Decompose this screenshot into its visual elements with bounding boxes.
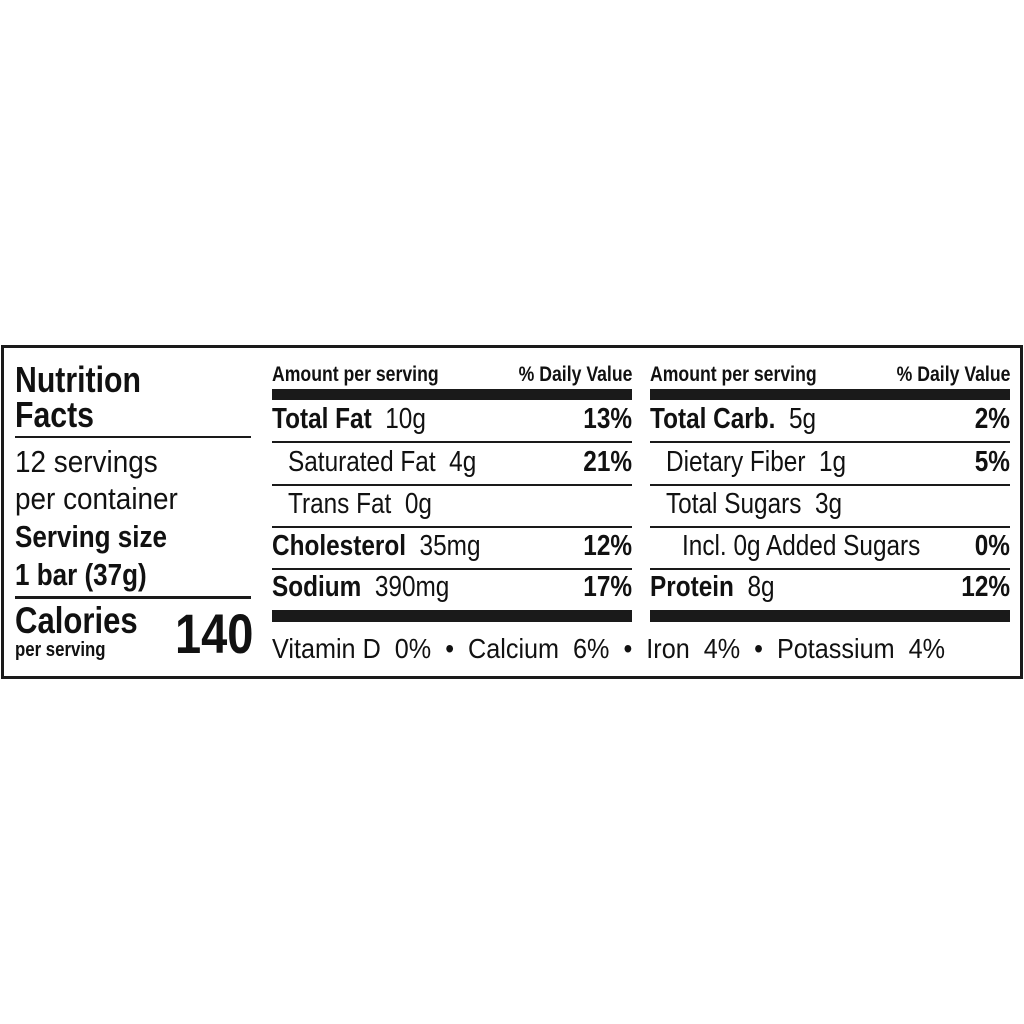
nutrient-amount: 35mg [419,530,481,562]
calories-value: 140 [174,602,253,665]
thick-divider [272,610,632,622]
nutrient-row: Sodium 390mg [272,573,449,602]
nutrient-daily-value: 17% [583,571,632,603]
nutrient-name: Protein [650,571,734,603]
nutrient-name: Saturated Fat [288,446,436,478]
row-divider [650,526,1010,528]
nutrient-row: Total Carb. 5g [650,405,816,434]
row-divider [272,484,632,486]
nutrient-name: Total Sugars [666,488,802,520]
nutrient-name: Incl. 0g Added Sugars [682,530,921,562]
nutrient-name: Trans Fat [288,488,392,520]
nutrient-amount: 8g [747,571,775,603]
row-divider [650,441,1010,443]
row-divider [272,568,632,570]
nutrient-daily-value: 2% [974,403,1010,435]
nutrient-row: Protein 8g [650,573,775,602]
thick-divider [272,389,632,400]
nutrient-amount: 5g [788,403,817,435]
nutrient-daily-value: 13% [583,403,632,435]
thick-divider [650,610,1010,622]
title-nutrition: Nutrition [15,359,141,400]
nutrient-row: Saturated Fat 4g [288,448,476,477]
nutrient-row: Incl. 0g Added Sugars [682,532,934,561]
nutrient-amount: 3g [814,488,843,520]
divider [15,436,251,438]
row-divider [650,568,1010,570]
servings-per-container-2: per container [15,481,178,516]
daily-value-header: % Daily Value [896,363,1010,386]
row-divider [650,484,1010,486]
serving-size-label: Serving size [15,519,167,554]
nutrition-facts-label: Nutrition Facts 12 servings per containe… [1,345,1023,679]
nutrient-amount: 4g [449,446,477,478]
nutrient-row: Dietary Fiber 1g [666,448,846,477]
nutrient-name: Total Carb. [650,403,776,435]
serving-size-value: 1 bar (37g) [15,557,147,592]
amount-per-serving-header: Amount per serving [272,363,439,386]
nutrient-amount: 1g [818,446,847,478]
nutrient-row: Cholesterol 35mg [272,532,480,561]
thick-divider [650,389,1010,400]
nutrient-name: Sodium [272,571,362,603]
calories-sub: per serving [15,639,106,661]
daily-value-header: % Daily Value [518,363,632,386]
divider [15,596,251,599]
row-divider [272,526,632,528]
nutrient-row: Total Fat 10g [272,405,426,434]
row-divider [272,441,632,443]
nutrient-name: Cholesterol [272,530,407,562]
nutrient-name: Dietary Fiber [666,446,806,478]
calories-label: Calories [15,600,138,641]
nutrient-name: Total Fat [272,403,372,435]
nutrient-amount: 10g [385,403,426,435]
nutrient-daily-value: 0% [974,530,1010,562]
servings-per-container: 12 servings [15,444,158,479]
nutrient-row: Total Sugars 3g [666,490,842,519]
nutrient-daily-value: 12% [961,571,1010,603]
micronutrients: Vitamin D 0% • Calcium 6% • Iron 4% • Po… [272,633,946,664]
nutrient-amount: 0g [404,488,432,520]
amount-per-serving-header: Amount per serving [650,363,817,386]
nutrient-daily-value: 5% [974,446,1010,478]
nutrient-row: Trans Fat 0g [288,490,432,519]
title-facts: Facts [15,394,94,435]
nutrient-amount: 390mg [374,571,450,603]
nutrient-daily-value: 21% [583,446,632,478]
nutrient-daily-value: 12% [583,530,632,562]
